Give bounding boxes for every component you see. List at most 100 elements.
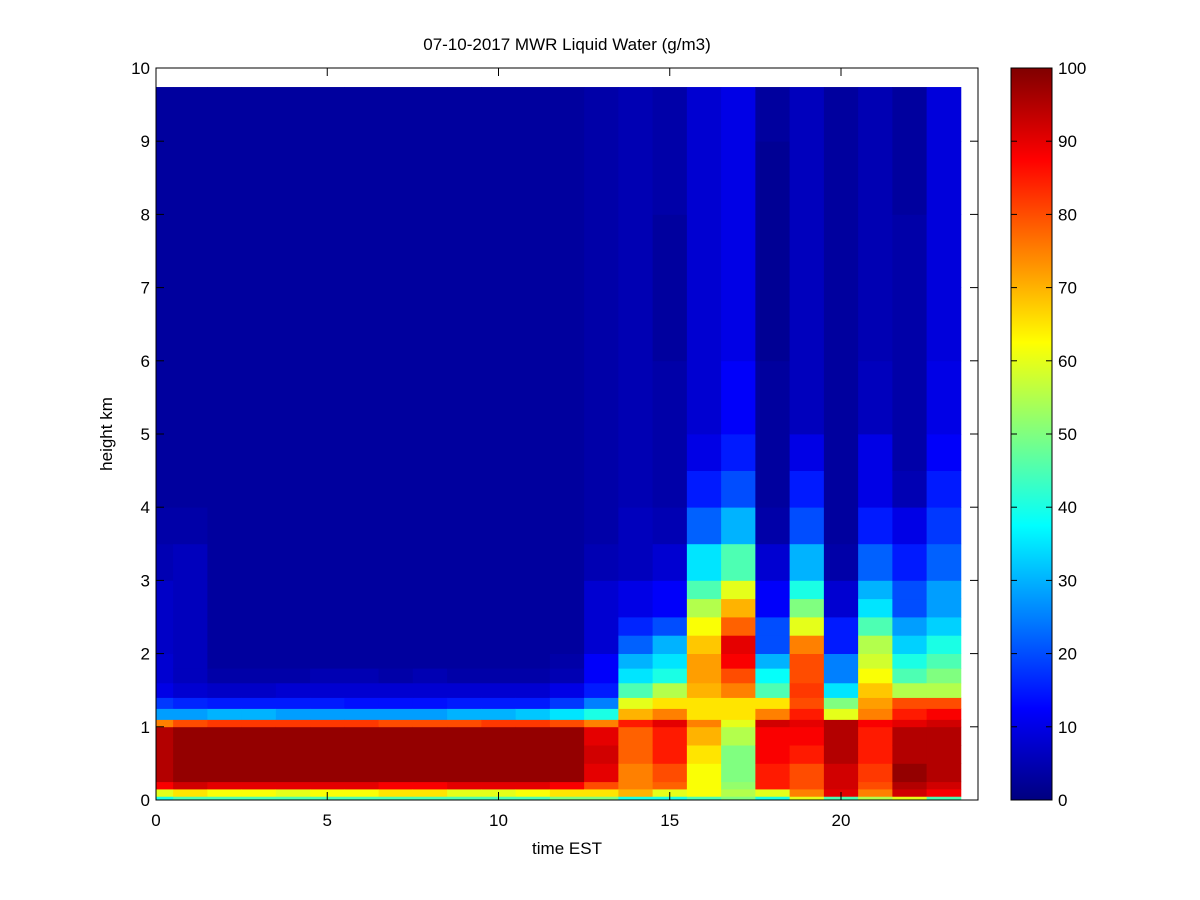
heatmap-cell [275, 635, 311, 654]
heatmap-cell [515, 141, 551, 215]
heatmap-cell [275, 580, 311, 600]
y-tick-label: 10 [131, 59, 150, 78]
heatmap-cell [892, 543, 928, 581]
heatmap-cell [344, 507, 380, 545]
heatmap-cell [618, 668, 654, 684]
heatmap-cell [652, 360, 688, 435]
heatmap-cell [892, 598, 928, 618]
colorbar-tick-label: 40 [1058, 498, 1077, 517]
heatmap-cell [584, 87, 619, 142]
heatmap-cell [173, 617, 208, 636]
heatmap-cell [755, 360, 791, 435]
colorbar-tick-label: 20 [1058, 645, 1077, 664]
heatmap-cell [515, 763, 551, 783]
heatmap-cell [721, 580, 756, 600]
heatmap-cell [823, 745, 859, 764]
heatmap-cell [652, 434, 688, 471]
heatmap-cell [515, 745, 551, 764]
heatmap-cell [515, 719, 551, 728]
heatmap-cell [310, 470, 345, 508]
heatmap-cell [515, 287, 551, 362]
heatmap-cell [241, 287, 277, 362]
heatmap-cell [618, 708, 654, 720]
heatmap-cell [618, 617, 654, 636]
heatmap-cell [721, 789, 756, 797]
heatmap-cell [241, 87, 277, 142]
heatmap-cell [156, 697, 174, 709]
heatmap-cell [892, 507, 928, 545]
heatmap-cell [156, 789, 174, 797]
heatmap-cell [241, 598, 277, 618]
y-axis-label: height km [97, 397, 116, 471]
heatmap-cell [823, 719, 859, 728]
heatmap-cell [858, 214, 893, 288]
heatmap-cell [447, 214, 482, 288]
heatmap-cell [858, 543, 893, 581]
heatmap-cell [858, 781, 893, 790]
heatmap-cell [344, 719, 380, 728]
heatmap-cell [721, 434, 756, 471]
heatmap-cell [618, 87, 654, 142]
heatmap-cell [156, 507, 174, 545]
heatmap-cell [858, 789, 893, 797]
heatmap-cell [926, 682, 962, 698]
heatmap-cell [618, 653, 654, 669]
heatmap-cell [549, 141, 585, 215]
heatmap-cell [378, 796, 414, 801]
heatmap-cell [344, 470, 380, 508]
heatmap-cell [241, 653, 277, 669]
heatmap-cell [584, 668, 619, 684]
heatmap-cell [721, 360, 756, 435]
heatmap-cell [481, 434, 517, 471]
heatmap-cell [344, 726, 380, 746]
heatmap-cell [156, 653, 174, 669]
heatmap-cell [207, 763, 243, 783]
heatmap-cell [618, 580, 654, 600]
y-tick-label: 8 [141, 205, 150, 224]
heatmap-cell [652, 87, 688, 142]
heatmap-cell [755, 470, 791, 508]
heatmap-cell [310, 287, 345, 362]
heatmap-cell [173, 708, 208, 720]
heatmap-cell [755, 87, 791, 142]
chart-title: 07-10-2017 MWR Liquid Water (g/m3) [423, 35, 711, 54]
colorbar-tick-label: 70 [1058, 279, 1077, 298]
heatmap-cell [378, 789, 414, 797]
heatmap-cell [310, 87, 345, 142]
heatmap-cell [858, 653, 893, 669]
heatmap-cell [344, 617, 380, 636]
heatmap-cell [823, 543, 859, 581]
heatmap-cell [652, 470, 688, 508]
heatmap-cell [207, 668, 243, 684]
heatmap-cell [241, 763, 277, 783]
heatmap-cell [275, 781, 311, 790]
heatmap-cell [755, 708, 791, 720]
heatmap-cell [275, 745, 311, 764]
heatmap-cell [515, 653, 551, 669]
heatmap-cell [207, 781, 243, 790]
heatmap-cell [892, 789, 928, 797]
heatmap-cell [515, 708, 551, 720]
heatmap-cell [275, 653, 311, 669]
heatmap-cell [344, 789, 380, 797]
heatmap-cell [823, 141, 859, 215]
heatmap-cell [584, 141, 619, 215]
heatmap-cell [481, 745, 517, 764]
heatmap-cell [515, 434, 551, 471]
heatmap-cell [344, 781, 380, 790]
heatmap-cell [823, 507, 859, 545]
heatmap-cell [447, 708, 482, 720]
heatmap-cell [241, 580, 277, 600]
heatmap-cell [549, 434, 585, 471]
heatmap-cell [412, 781, 448, 790]
heatmap-cell [789, 763, 825, 783]
heatmap-cell [275, 287, 311, 362]
heatmap-cell [823, 580, 859, 600]
heatmap-cell [378, 653, 414, 669]
y-tick-label: 5 [141, 425, 150, 444]
heatmap-cell [549, 789, 585, 797]
heatmap-cell [789, 796, 825, 801]
heatmap-cell [207, 789, 243, 797]
heatmap-cell [207, 708, 243, 720]
heatmap-cell [173, 668, 208, 684]
